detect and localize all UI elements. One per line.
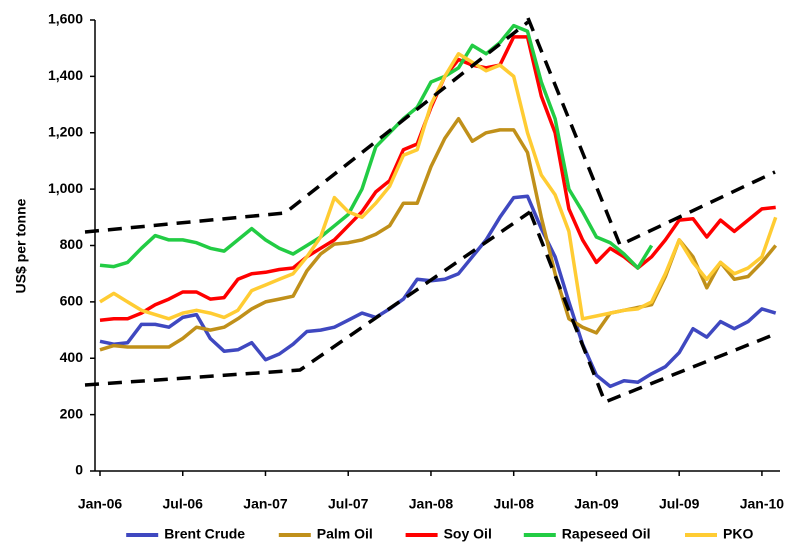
x-tick-label: Jul-08 — [493, 496, 534, 512]
legend-label: PKO — [723, 526, 753, 542]
x-tick-label: Jan-10 — [740, 496, 785, 512]
y-tick-label: 1,000 — [48, 180, 83, 196]
series-line — [99, 52, 778, 321]
x-tick-label: Jul-09 — [659, 496, 700, 512]
x-tick-label: Jan-08 — [409, 496, 454, 512]
x-tick-label: Jul-07 — [328, 496, 369, 512]
y-tick-label: 400 — [60, 349, 84, 365]
series-line — [99, 116, 778, 352]
trend-line — [528, 211, 779, 405]
y-tick-label: 200 — [60, 405, 84, 421]
plot-area — [90, 19, 780, 476]
x-tick-label: Jan-07 — [243, 496, 288, 512]
legend-label: Palm Oil — [317, 526, 373, 542]
series-line — [99, 194, 777, 389]
y-tick-label: 600 — [60, 293, 84, 309]
legend-label: Soy Oil — [444, 526, 492, 542]
trend-lines — [84, 17, 779, 405]
y-tick-label: 0 — [75, 462, 83, 478]
legend-label: Brent Crude — [164, 526, 245, 542]
y-tick-label: 800 — [60, 236, 84, 252]
y-axis-label: US$ per tonne — [13, 198, 29, 293]
y-tick-label: 1,400 — [48, 67, 83, 83]
x-tick-label: Jan-06 — [78, 496, 123, 512]
x-tick-label: Jul-06 — [163, 496, 204, 512]
legend-label: Rapeseed Oil — [562, 526, 651, 542]
series-line — [99, 23, 654, 270]
y-tick-label: 1,600 — [48, 11, 83, 27]
trend-line — [526, 17, 776, 248]
y-tick-label: 1,200 — [48, 123, 83, 139]
x-tick-label: Jan-09 — [574, 496, 619, 512]
trend-line — [84, 210, 531, 387]
